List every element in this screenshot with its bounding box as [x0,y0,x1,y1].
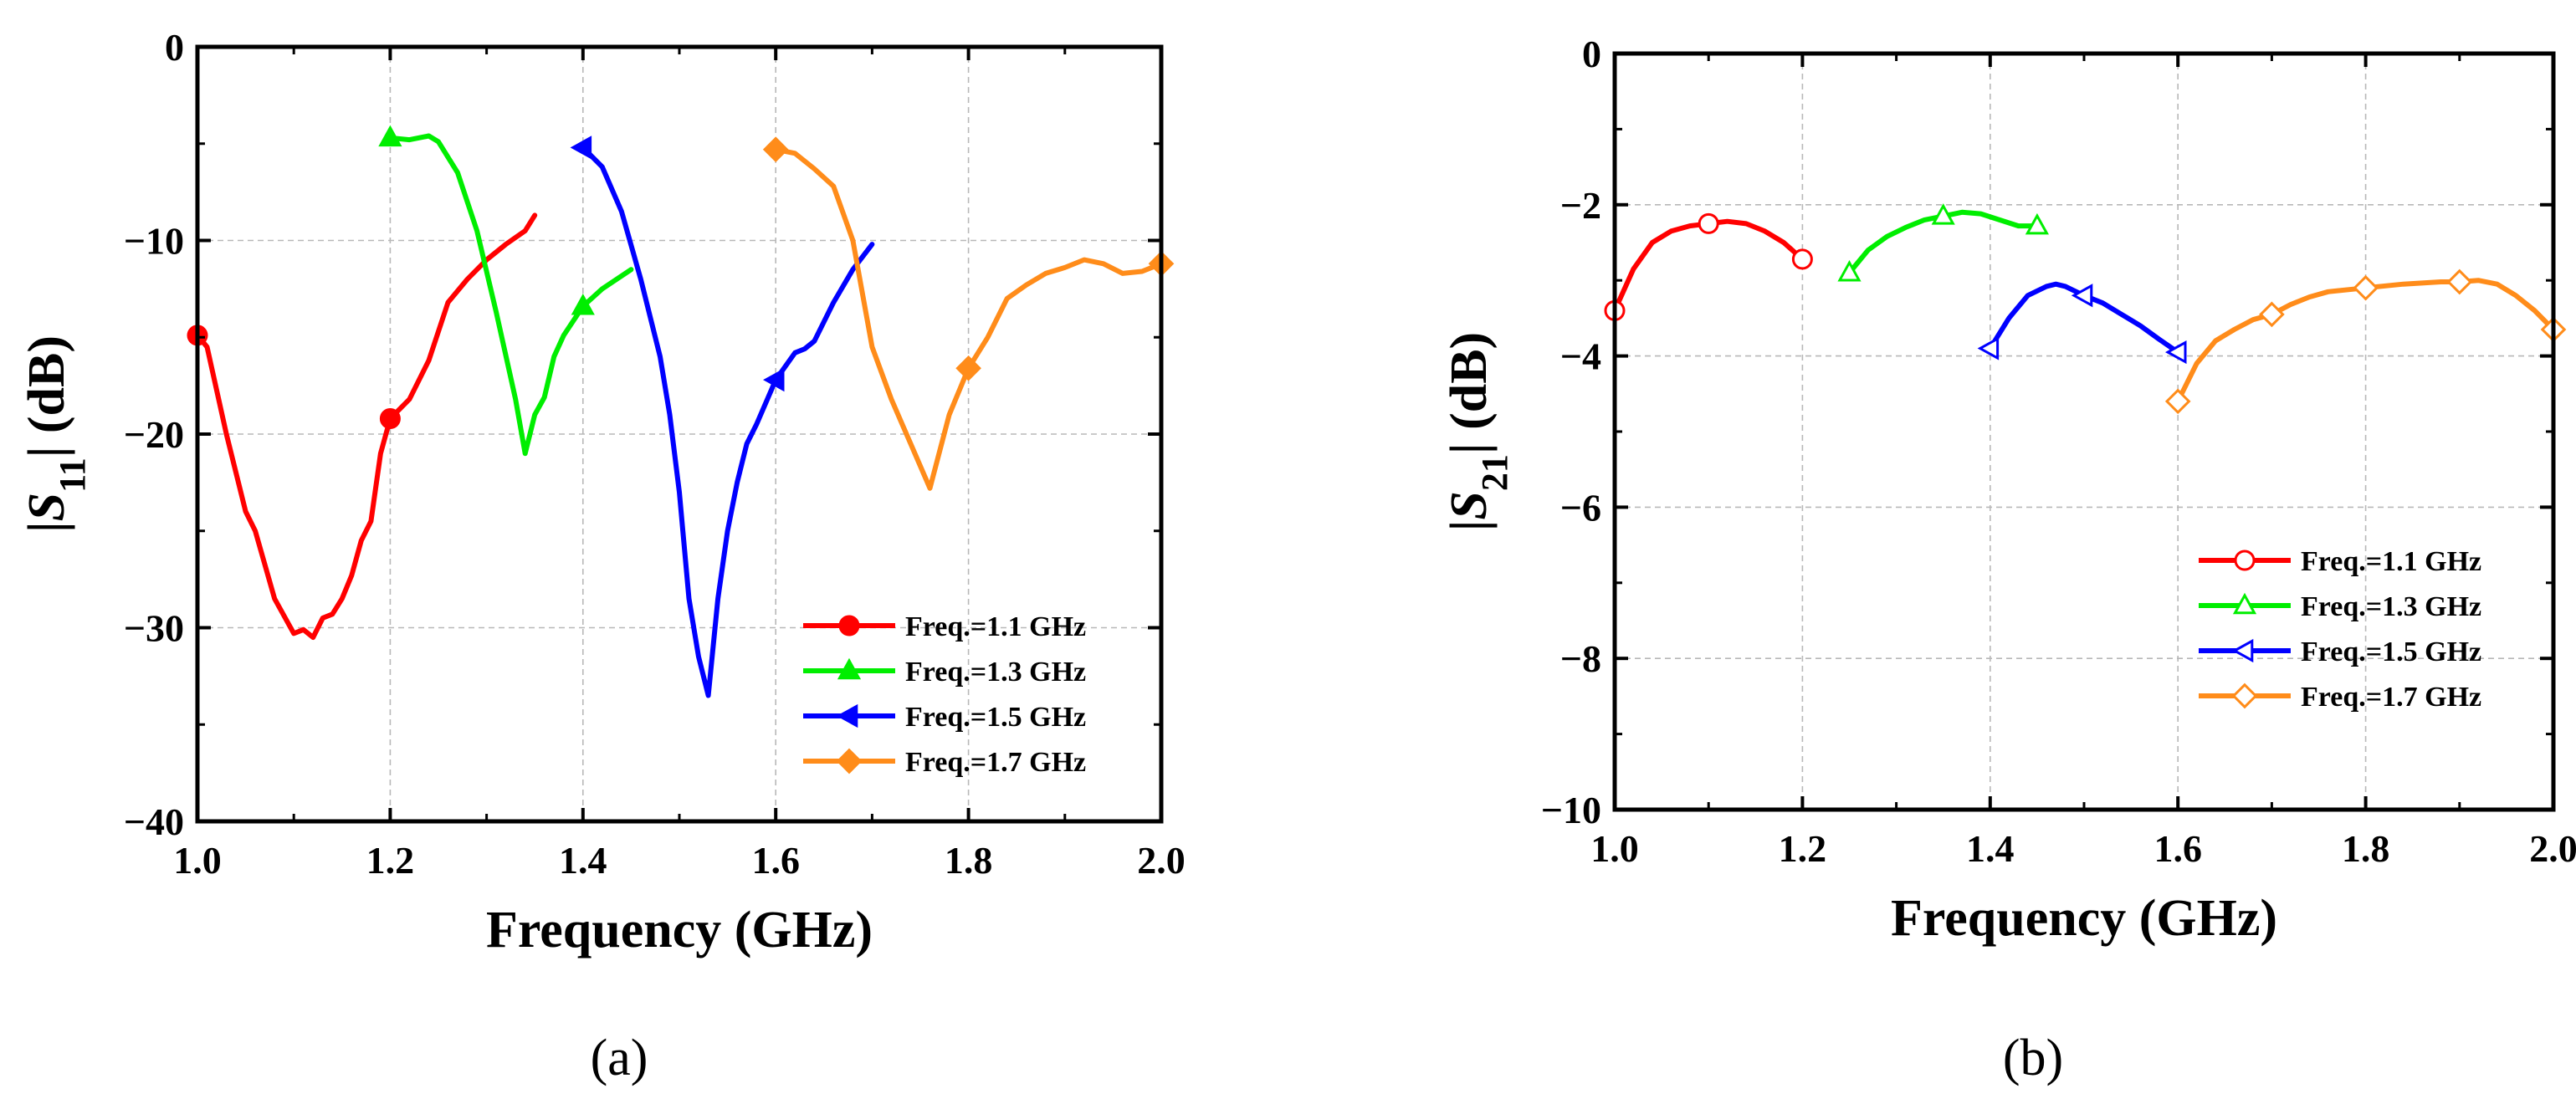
y-tick-label: −2 [1560,184,1601,227]
legend-marker-3 [836,703,858,728]
y-tick-label: −8 [1560,637,1601,680]
series-marker-3 [762,368,785,392]
legend-marker-1 [838,615,860,636]
panel-label: (b) [2003,1030,2063,1086]
series-marker-4 [955,355,981,381]
legend-marker-2 [837,657,862,680]
series-line-3 [1987,281,2181,355]
series-marker-4 [2353,274,2379,301]
legend-label-1: Freq.=1.1 GHz [2301,546,2481,577]
y-axis-title-prefix: | [18,521,75,533]
legend-marker-1 [2234,550,2256,571]
x-tick-label: 1.2 [366,839,415,882]
y-tick-label: −20 [124,413,184,456]
series-marker-1 [379,407,401,429]
y-axis-title-subscript: 21 [1474,454,1515,491]
x-tick-label: 1.6 [2153,827,2202,870]
series-marker-3 [570,135,592,160]
series-marker-3 [2071,284,2093,308]
y-axis-title: |S21| (dB) [1441,332,1515,531]
y-axis-title-subscript: 11 [52,458,93,493]
legend-marker-3 [2231,638,2254,663]
x-tick-label: 2.0 [1137,839,1186,882]
legend-marker-4 [836,748,863,774]
series-line-3 [580,145,875,698]
series-marker-2 [378,125,402,147]
legend-label-2: Freq.=1.3 GHz [905,657,1086,688]
series-marker-4 [762,136,789,163]
y-tick-label: −30 [124,607,184,650]
y-tick-label: −40 [124,800,184,843]
y-axis-title-suffix: | (dB) [18,335,75,458]
x-tick-label: 2.0 [2529,827,2576,870]
series-marker-1 [1791,248,1813,270]
panel-label: (a) [591,1030,648,1086]
y-tick-label: −10 [1541,789,1601,831]
y-tick-label: −6 [1560,486,1601,529]
series-line-4 [2175,278,2556,404]
legend-marker-2 [2232,592,2257,615]
x-axis-title: Frequency (GHz) [486,902,873,959]
series-marker-2 [1931,203,1955,225]
x-tick-label: 1.8 [2342,827,2390,870]
series-marker-2 [1837,259,1862,282]
legend-label-1: Freq.=1.1 GHz [905,611,1086,642]
series-marker-4 [2446,268,2473,295]
x-tick-label: 1.6 [751,839,800,882]
y-axis-title-prefix: | [1441,520,1498,532]
legend-label-4: Freq.=1.7 GHz [2301,682,2481,713]
series-marker-1 [1698,212,1719,234]
series-marker-2 [2025,212,2049,235]
legend-label-3: Freq.=1.5 GHz [905,702,1086,733]
panel-a-s11-chart: 1.0 1.2 1.4 1.6 1.8 2.0 0 −10 −20 −30 −40 Frequency… [18,26,1186,1086]
y-tick-label: 0 [1582,33,1601,75]
series-line-1 [195,212,538,641]
legend-label-2: Freq.=1.3 GHz [2301,591,2481,622]
y-tick-label: −4 [1560,335,1601,378]
y-axis-title-suffix: | (dB) [1441,332,1498,454]
x-tick-label: 1.0 [1590,827,1639,870]
y-axis-title-symbol: S [18,493,75,521]
series-marker-3 [1977,336,2000,360]
series-line-1 [1612,218,1805,314]
panel-b-s21-chart: 1.0 1.2 1.4 1.6 1.8 2.0 0 −2 −4 −6 −8 −10 Frequency … [1441,33,2576,1086]
series-marker-2 [571,294,595,315]
series-marker-4 [2259,301,2285,328]
x-tick-label: 1.4 [1966,827,2015,870]
legend-label-4: Freq.=1.7 GHz [905,747,1086,778]
series-marker-4 [2164,388,2191,415]
x-tick-label: 1.2 [1779,827,1827,870]
series-marker-3 [2164,340,2187,365]
y-axis-title: |S11| (dB) [18,335,93,533]
legend-label-3: Freq.=1.5 GHz [2301,636,2481,667]
y-tick-label: −10 [124,220,184,263]
legend-marker-4 [2231,682,2258,709]
x-tick-label: 1.0 [173,839,222,882]
x-tick-label: 1.4 [559,839,607,882]
y-tick-label: 0 [165,26,184,69]
x-axis-title: Frequency (GHz) [1891,890,2277,947]
series-line-2 [387,133,634,457]
y-axis-title-symbol: S [1441,491,1498,519]
x-tick-label: 1.8 [945,839,993,882]
